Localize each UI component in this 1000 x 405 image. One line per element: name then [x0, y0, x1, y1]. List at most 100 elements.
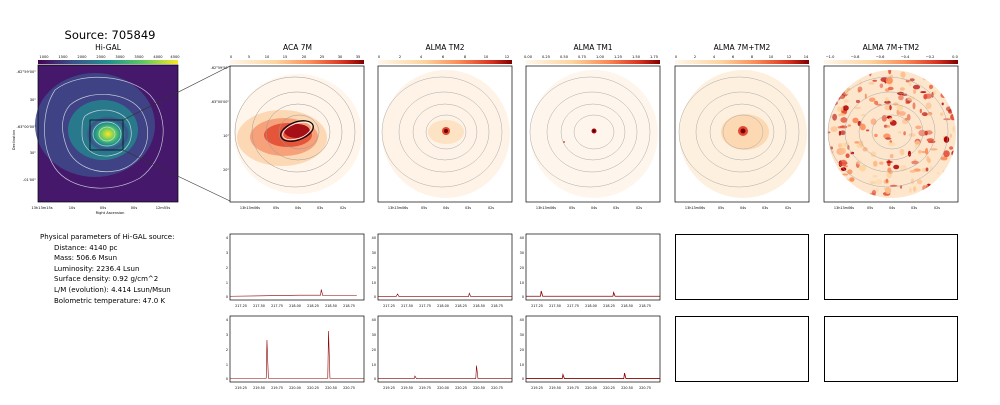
cbar-tick: −0.4	[901, 55, 910, 59]
spectrum-line	[378, 365, 512, 379]
x-tick: 13h13m06s	[388, 206, 408, 210]
speckle-blob	[912, 102, 916, 110]
cbar-tick: −0.2	[926, 55, 935, 59]
y-tick: -63°00'00"	[211, 100, 230, 104]
x-tick: 02s	[340, 206, 346, 210]
y-tick: 20	[372, 348, 376, 352]
speckle-blob	[908, 81, 912, 87]
y-tick: 20	[372, 266, 376, 270]
y-tick: 0	[522, 295, 524, 299]
speckle-blob	[837, 126, 842, 129]
cbar-tick: 12	[505, 55, 510, 59]
y-tick: 10	[372, 363, 376, 367]
cbar-tick: 0.25	[542, 55, 550, 59]
x-tick: 02s	[636, 206, 642, 210]
x-tick: 218.75	[639, 304, 651, 308]
x-tick: 220.75	[639, 386, 651, 390]
y-tick: 0	[226, 377, 228, 381]
x-tick: 218.25	[307, 304, 319, 308]
cbar-tick: 2	[694, 55, 696, 59]
speckle-blob	[921, 168, 927, 173]
speckle-blob	[936, 172, 940, 175]
speckle-blob	[832, 113, 837, 121]
aca-title: ACA 7M	[283, 43, 312, 52]
x-tick: 03s	[613, 206, 619, 210]
x-tick: 13h13m06s	[536, 206, 556, 210]
speckle-blob	[925, 130, 933, 135]
cbar-tick: 0.0	[952, 55, 958, 59]
x-tick: 219.25	[531, 386, 543, 390]
spectra-row2-left: 0 1 2 3 4 219.25 219.50 219.75 220.00 22…	[226, 315, 513, 390]
spectra-row1-left: 0 1 2 3 4 217.25 217.50 217.75 218.00 21…	[226, 233, 513, 308]
x-tick: 05s	[421, 206, 427, 210]
speckle-blob	[870, 151, 877, 158]
tm2-title: ALMA TM2	[425, 43, 465, 52]
x-tick: 220.25	[455, 386, 467, 390]
speckle-blob	[839, 113, 846, 116]
x-tick: 217.50	[549, 304, 561, 308]
speckle-blob	[885, 178, 889, 183]
speckle-blob	[888, 70, 892, 75]
speckle-blob	[886, 161, 893, 163]
y-tick: -63°00'00"	[17, 125, 37, 129]
x-tick: 219.50	[549, 386, 561, 390]
x-tick: 219.25	[235, 386, 247, 390]
param-tbol: Bolometric temperature: 47.0 K	[54, 296, 166, 305]
speckle-blob	[854, 141, 860, 144]
speckle-blob	[868, 82, 875, 85]
y-tick: 20	[520, 348, 524, 352]
params-heading: Physical parameters of Hi-GAL source:	[40, 233, 175, 241]
speckle-blob	[874, 133, 878, 138]
y-tick: 40	[372, 236, 376, 240]
speckle-blob	[943, 150, 950, 158]
x-tick: 217.75	[567, 304, 579, 308]
cbar-tick: 3500	[134, 55, 144, 59]
tm1-title: ALMA TM1	[573, 43, 613, 52]
physical-parameters: Physical parameters of Hi-GAL source: Di…	[40, 232, 174, 306]
cbar-tick: 4	[713, 55, 716, 59]
x-tick: 220.75	[491, 386, 503, 390]
x-tick: 05s	[718, 206, 724, 210]
y-tick: 20"	[223, 168, 229, 172]
speckle-blob	[857, 86, 863, 92]
speckle-blob	[930, 148, 938, 151]
x-tick: 220.50	[621, 386, 633, 390]
tm2-panel: 0 2 4 6 8 10 12 13h13m06s 05s 04s 03s 02…	[377, 55, 513, 210]
speckle-blob	[924, 93, 933, 99]
speckle-blob	[889, 184, 898, 187]
x-tick: 220.00	[585, 386, 597, 390]
y-tick: 0	[374, 295, 376, 299]
speckle-blob	[941, 102, 944, 106]
speckle-blob	[907, 96, 916, 101]
c7mtm2b-panel: −1.0 −0.8 −0.6 −0.4 −0.2 0.0 13h13m06s 0…	[823, 55, 959, 210]
x-tick: 218.75	[343, 304, 355, 308]
x-tick: 220.50	[325, 386, 337, 390]
speckle-blob	[915, 125, 922, 130]
cbar-tick: 1500	[58, 55, 68, 59]
x-tick: 04s	[889, 206, 895, 210]
x-tick: 218.50	[325, 304, 337, 308]
cbar-tick: 12	[787, 55, 792, 59]
cbar-tick: 1.50	[632, 55, 641, 59]
spectrum-line	[229, 289, 357, 297]
y-tick: 30	[520, 333, 524, 337]
cbar-tick: 1000	[39, 55, 49, 59]
x-tick: 218.00	[585, 304, 597, 308]
speckle-blob	[952, 126, 955, 133]
empty-spectrum-box	[824, 234, 958, 300]
speckle-blob	[900, 71, 906, 78]
speckle-blob	[921, 112, 928, 117]
x-tick: 219.25	[383, 386, 395, 390]
x-tick: 05s	[273, 206, 279, 210]
x-tick: 218.00	[289, 304, 301, 308]
cbar-tick: 3000	[115, 55, 125, 59]
x-tick: 218.00	[437, 304, 449, 308]
speckle-blob	[889, 154, 894, 159]
speckle-blob	[920, 91, 927, 94]
x-tick: 218.50	[473, 304, 485, 308]
x-tick: 217.50	[253, 304, 265, 308]
speckle-blob	[861, 113, 866, 117]
speckle-blob	[885, 77, 893, 84]
empty-spectrum-box	[675, 234, 809, 300]
tm1-panel: 0.00 0.25 0.50 0.75 1.00 1.25 1.50 1.75 …	[524, 55, 661, 210]
